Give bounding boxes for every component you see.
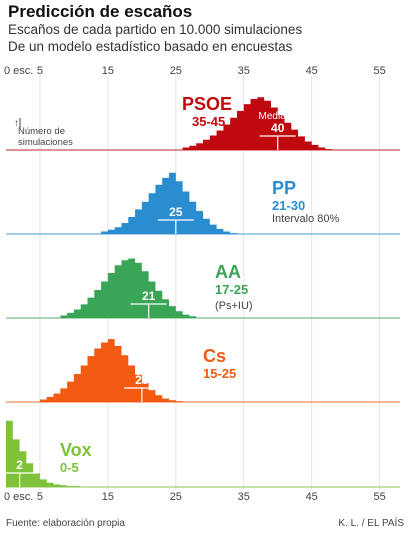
chart-subtitle-2: De un modelo estadístico basado en encue… (8, 39, 293, 54)
bottom-tick-label: 45 (306, 491, 318, 503)
median-value: 25 (169, 205, 183, 219)
histogram-pp (101, 172, 237, 234)
chart-title: Predicción de escaños (8, 2, 193, 21)
histogram-cs (39, 339, 183, 402)
axis-note-label: Número de (18, 126, 65, 137)
axis-note-arrowhead: ↑ (14, 118, 19, 129)
party-name: Cs (203, 346, 226, 366)
top-tick-label: 35 (238, 65, 250, 77)
bottom-tick-label: 15 (102, 491, 114, 503)
median-value: 40 (271, 121, 285, 135)
bottom-tick-label: 0 esc. (4, 491, 33, 503)
bottom-tick-label: 25 (170, 491, 182, 503)
median-value: 2 (16, 458, 23, 472)
seat-range: 0-5 (60, 460, 79, 475)
seat-range: 15-25 (203, 366, 236, 381)
bottom-tick-label: 35 (238, 491, 250, 503)
party-name: Vox (60, 440, 92, 460)
interval-annotation: Intervalo 80% (272, 213, 339, 225)
seat-range: 35-45 (192, 114, 225, 129)
credit-note: K. L. / EL PAÍS (338, 518, 404, 529)
party-name: AA (215, 262, 241, 282)
bottom-tick-label: 55 (373, 491, 385, 503)
seat-range: 21-30 (272, 198, 305, 213)
bottom-tick-label: 5 (37, 491, 43, 503)
party-name: PP (272, 178, 296, 198)
median-value: 20 (135, 373, 149, 387)
median-annotation: Mediana (259, 111, 298, 122)
top-tick-label: 55 (373, 65, 385, 77)
top-tick-label: 0 esc. (4, 65, 33, 77)
party-note: (Ps+IU) (215, 300, 253, 312)
chart-subtitle: Escaños de cada partido en 10.000 simula… (8, 22, 303, 37)
party-name: PSOE (182, 94, 232, 114)
histogram-vox (6, 420, 81, 487)
histogram-psoe (182, 97, 333, 150)
seat-range: 17-25 (215, 282, 248, 297)
histogram-aa (60, 258, 197, 318)
top-tick-label: 5 (37, 65, 43, 77)
median-value: 21 (142, 289, 156, 303)
source-note: Fuente: elaboración propia (6, 518, 125, 529)
top-tick-label: 45 (306, 65, 318, 77)
top-tick-label: 25 (170, 65, 182, 77)
axis-note-label: simulaciones (18, 137, 73, 148)
top-tick-label: 15 (102, 65, 114, 77)
